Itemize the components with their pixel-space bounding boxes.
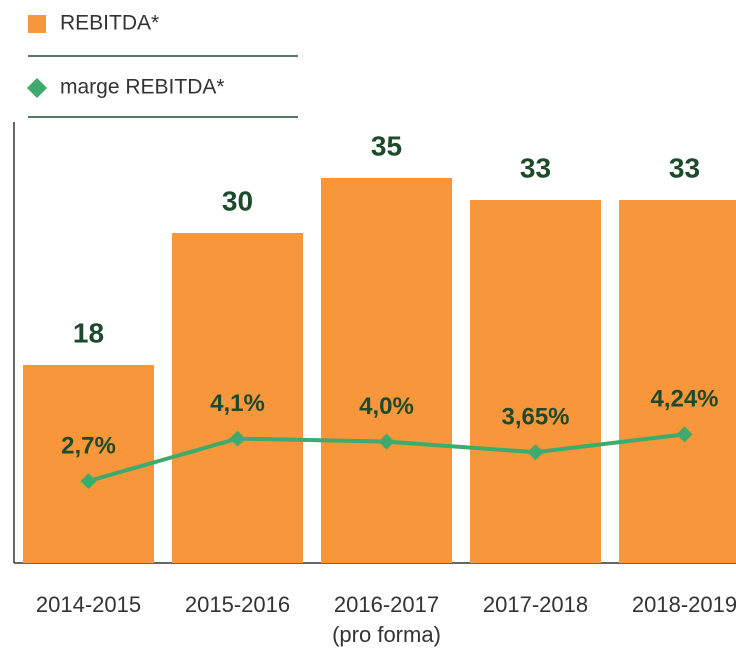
bar-value-label: 33 [669, 152, 700, 183]
bar [619, 200, 736, 563]
line-value-label: 4,24% [650, 386, 718, 413]
x-tick-label: 2015-2016 [184, 592, 291, 617]
x-tick-label: 2017-2018 [482, 592, 589, 617]
x-tick-label: 2018-2019 [631, 592, 736, 617]
bar [172, 233, 303, 563]
bar [321, 178, 452, 563]
legend-swatch [27, 78, 47, 98]
line-marker [676, 426, 693, 443]
line-marker [527, 444, 544, 461]
line-value-label: 2,7% [61, 432, 116, 459]
bar-value-label: 18 [73, 317, 104, 348]
line-value-label: 4,0% [359, 393, 414, 420]
bar [23, 365, 154, 563]
bar-value-label: 33 [520, 152, 551, 183]
bar-value-label: 30 [222, 185, 253, 216]
line-value-label: 4,1% [210, 390, 265, 417]
x-tick-label: 2016-2017 (pro forma) [332, 592, 441, 647]
legend-swatch [28, 15, 46, 33]
bar-value-label: 35 [371, 130, 402, 161]
line-marker [378, 433, 395, 450]
line-value-label: 3,65% [501, 404, 569, 431]
legend-label: REBITDA* [60, 12, 159, 35]
line-marker [229, 430, 246, 447]
x-tick-label: 2014-2015 [35, 592, 142, 617]
bar [470, 200, 601, 563]
legend-label: marge REBITDA* [60, 76, 225, 99]
line-marker [80, 473, 97, 490]
